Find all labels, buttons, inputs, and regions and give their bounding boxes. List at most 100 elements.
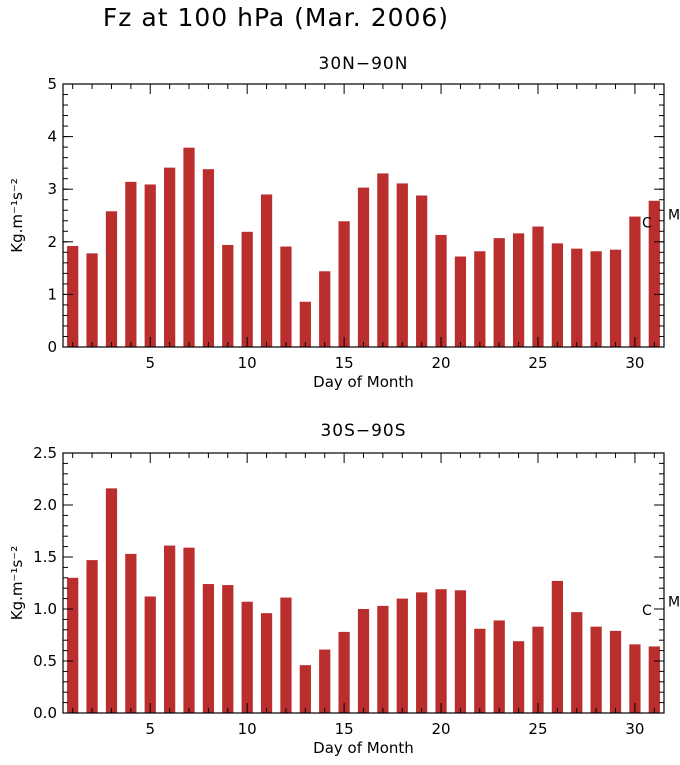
bar-day-4 xyxy=(125,553,137,713)
bar-day-15 xyxy=(338,221,350,347)
bar-day-5 xyxy=(144,596,156,713)
bar-day-7 xyxy=(183,547,195,713)
bar-day-23 xyxy=(493,238,505,347)
bar-day-15 xyxy=(338,631,350,713)
bar-day-10 xyxy=(241,601,253,713)
bar-day-25 xyxy=(532,626,544,713)
bar-day-16 xyxy=(357,187,370,347)
x-tick-label: 10 xyxy=(238,720,257,738)
bar-day-25 xyxy=(532,226,544,347)
bar-day-17 xyxy=(377,173,389,347)
bar-day-24 xyxy=(512,233,525,347)
y-tick-label: 1 xyxy=(47,285,57,303)
annotation-c: C xyxy=(642,215,652,231)
bar-day-29 xyxy=(609,630,622,713)
bar-day-6 xyxy=(164,545,176,713)
bar-day-23 xyxy=(493,620,505,713)
chart-panel-south: 30S−90S 0.0 0.5 1.0 1.5 2.0 2.5 5 10 15 20 25 30 Day … xyxy=(8,421,680,757)
bar-day-31 xyxy=(648,646,660,713)
panel-title: 30N−90N xyxy=(319,54,409,74)
x-tick-label: 5 xyxy=(145,720,155,738)
bar-day-13 xyxy=(299,301,311,347)
chart-panel-north: 30N−90N 0 1 2 3 4 5 5 10 15 20 25 30 Day of Month Kg.m… xyxy=(8,54,680,391)
bar-day-2 xyxy=(86,560,98,713)
bar-day-20 xyxy=(435,234,447,347)
y-tick-label: 2.0 xyxy=(33,496,57,514)
bar-day-26 xyxy=(551,580,563,713)
x-tick-label: 10 xyxy=(238,354,257,372)
x-tick-label: 15 xyxy=(335,354,354,372)
figure-title: Fz at 100 hPa (Mar. 2006) xyxy=(103,3,449,32)
bar-day-9 xyxy=(222,585,234,713)
bar-day-22 xyxy=(474,628,486,713)
y-tick-label: 5 xyxy=(47,75,57,93)
bar-day-8 xyxy=(202,169,215,347)
x-axis-label: Day of Month xyxy=(313,739,414,757)
panel-title: 30S−90S xyxy=(320,421,406,441)
bar-day-21 xyxy=(454,590,467,713)
bar-day-27 xyxy=(571,248,583,347)
bar-day-11 xyxy=(260,194,273,347)
y-tick-label: 0.0 xyxy=(33,704,57,722)
y-tick-label: 4 xyxy=(47,128,57,146)
bar-day-17 xyxy=(377,605,389,713)
bar-day-20 xyxy=(435,589,447,713)
bar-day-27 xyxy=(571,612,583,713)
bar-day-13 xyxy=(299,665,311,713)
x-tick-label: 15 xyxy=(335,720,354,738)
bar-day-5 xyxy=(144,184,156,347)
bar-day-19 xyxy=(416,592,428,713)
panels: 30N−90N 0 1 2 3 4 5 5 10 15 20 25 30 Day of Month Kg.m… xyxy=(8,54,680,757)
x-tick-label: 25 xyxy=(528,354,547,372)
bar-day-8 xyxy=(202,584,215,713)
annotation-m: M xyxy=(668,595,680,611)
bar-day-21 xyxy=(454,256,467,347)
bar-day-22 xyxy=(474,251,486,347)
bar-day-16 xyxy=(357,609,370,713)
bar-day-14 xyxy=(319,649,331,713)
bar-day-6 xyxy=(164,167,176,347)
bar-day-2 xyxy=(86,253,98,347)
bar-day-12 xyxy=(280,597,292,713)
x-tick-label: 30 xyxy=(625,354,644,372)
x-tick-label: 20 xyxy=(432,720,451,738)
y-tick-label: 2.5 xyxy=(33,444,57,462)
bar-day-18 xyxy=(396,183,408,347)
bar-day-28 xyxy=(590,626,602,713)
bar-day-18 xyxy=(396,598,408,713)
y-tick-label: 3 xyxy=(47,180,57,198)
y-tick-label: 2 xyxy=(47,233,57,251)
x-tick-label: 25 xyxy=(528,720,547,738)
bar-day-1 xyxy=(67,246,79,347)
x-axis-label: Day of Month xyxy=(313,373,414,391)
y-axis-label: Kg.m⁻¹s⁻² xyxy=(8,546,26,620)
bar-day-30 xyxy=(629,216,641,347)
bar-day-3 xyxy=(105,488,118,713)
annotation-m: M xyxy=(668,207,680,223)
bar-day-1 xyxy=(67,577,79,713)
bar-day-7 xyxy=(183,147,195,347)
bar-day-26 xyxy=(551,243,563,347)
bar-day-28 xyxy=(590,251,602,347)
x-tick-label: 30 xyxy=(625,720,644,738)
y-tick-label: 1.0 xyxy=(33,600,57,618)
bar-day-4 xyxy=(125,181,137,347)
y-tick-label: 0 xyxy=(47,338,57,356)
bar-day-30 xyxy=(629,644,641,713)
bar-day-3 xyxy=(105,211,118,347)
x-tick-label: 20 xyxy=(432,354,451,372)
x-tick-label: 5 xyxy=(145,354,155,372)
bar-day-31 xyxy=(648,200,660,347)
bar-day-9 xyxy=(222,244,234,347)
annotation-c: C xyxy=(642,603,652,619)
bar-day-14 xyxy=(319,271,331,347)
bar-day-11 xyxy=(260,613,273,713)
bar-day-24 xyxy=(512,641,525,713)
bar-day-10 xyxy=(241,231,253,347)
y-tick-label: 0.5 xyxy=(33,652,57,670)
y-axis-label: Kg.m⁻¹s⁻² xyxy=(8,178,26,252)
y-tick-label: 1.5 xyxy=(33,548,57,566)
bar-day-19 xyxy=(416,195,428,347)
bar-day-29 xyxy=(609,249,622,347)
